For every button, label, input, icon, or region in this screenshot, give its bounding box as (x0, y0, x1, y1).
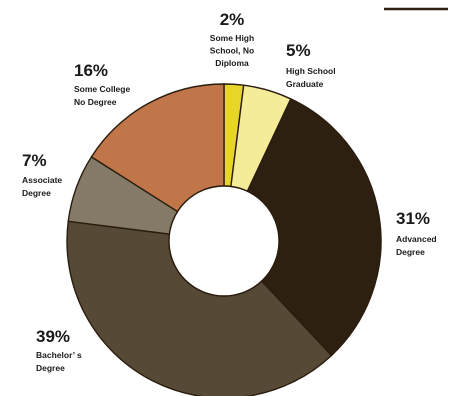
slice-category-label: High School (286, 66, 336, 76)
slice-percent-label: 2% (220, 10, 245, 29)
slice-category-label: Degree (22, 188, 51, 198)
slice-category-label: Graduate (286, 79, 324, 89)
labels-group: 2% Some High School, No Diploma 5% High Schoo… (22, 10, 437, 373)
slice-percent-label: 16% (74, 61, 108, 80)
slice-category-label: Degree (396, 247, 425, 257)
slice-category-label: Some College (74, 84, 130, 94)
slices-group (66, 83, 382, 396)
donut-hole (168, 185, 280, 297)
slice-category-label: Some High (210, 33, 254, 43)
slice-percent-label: 39% (36, 327, 70, 346)
slice-category-label: Degree (36, 363, 65, 373)
slice-category-label: Diploma (215, 58, 249, 68)
slice-category-label: No Degree (74, 97, 117, 107)
slice-category-label: School, No (210, 46, 254, 56)
slice-percent-label: 7% (22, 151, 47, 170)
slice-percent-label: 5% (286, 41, 311, 60)
slice-category-label: Associate (22, 175, 62, 185)
slice-percent-label: 31% (396, 209, 430, 228)
slice-category-label: Bachelor’ s (36, 350, 82, 360)
slice-category-label: Advanced (396, 234, 437, 244)
